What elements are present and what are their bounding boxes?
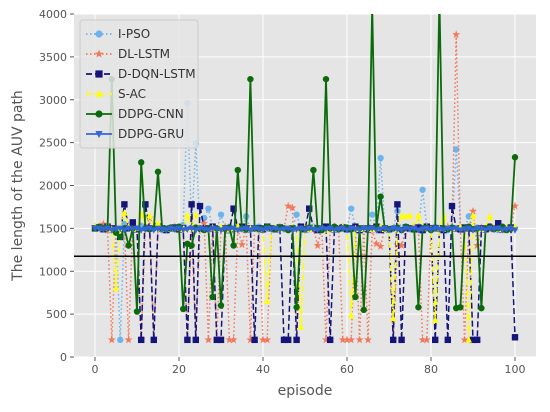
data-point-d-dqn-lstm — [251, 337, 257, 343]
y-tick-label: 4000 — [39, 8, 67, 21]
data-point-ddpg-cnn — [209, 294, 215, 300]
legend-label-ddpg-cnn: DDPG-CNN — [118, 107, 184, 121]
data-point-d-dqn-lstm — [138, 337, 144, 343]
data-point-ddpg-cnn — [512, 154, 518, 160]
data-point-ddpg-cnn — [235, 167, 241, 173]
data-point-ddpg-cnn — [361, 307, 367, 313]
data-point-i-pso — [117, 337, 123, 343]
data-point-d-dqn-lstm — [121, 201, 127, 207]
data-point-d-dqn-lstm — [474, 337, 480, 343]
x-tick-label: 60 — [340, 363, 354, 376]
data-point-d-dqn-lstm — [432, 337, 438, 343]
data-point-d-dqn-lstm — [394, 201, 400, 207]
data-point-ddpg-cnn — [134, 308, 140, 314]
data-point-ddpg-cnn — [138, 159, 144, 165]
data-point-ddpg-cnn — [352, 294, 358, 300]
data-point-d-dqn-lstm — [390, 337, 396, 343]
data-point-d-dqn-lstm — [130, 219, 136, 225]
legend-label-ddpg-gru: DDPG-GRU — [118, 127, 184, 141]
data-point-ddpg-cnn — [457, 304, 463, 310]
data-point-ddpg-cnn — [369, 2, 375, 8]
data-point-ddpg-cnn — [478, 305, 484, 311]
data-point-ddpg-cnn — [247, 76, 253, 82]
x-tick-label: 80 — [424, 363, 438, 376]
data-point-d-dqn-lstm — [193, 337, 199, 343]
legend: I-PSO DL-LSTM D-DQN-LSTM S-AC DDPG-CNN DDPG-G… — [80, 20, 198, 148]
data-point-i-pso — [369, 211, 375, 217]
data-point-d-dqn-lstm — [398, 337, 404, 343]
data-point-d-dqn-lstm — [218, 337, 224, 343]
legend-label-d-dqn-lstm: D-DQN-LSTM — [118, 67, 196, 81]
data-point-d-dqn-lstm — [445, 337, 451, 343]
x-tick-label: 0 — [92, 363, 99, 376]
data-point-i-pso — [348, 205, 354, 211]
data-point-i-pso — [377, 155, 383, 161]
legend-marker-d-dqn-lstm — [95, 70, 102, 77]
data-point-ddpg-cnn — [218, 302, 224, 308]
data-point-ddpg-cnn — [415, 304, 421, 310]
y-tick-label: 2000 — [39, 180, 67, 193]
data-point-ddpg-cnn — [377, 193, 383, 199]
x-tick-label: 100 — [505, 363, 526, 376]
data-point-d-dqn-lstm — [188, 201, 194, 207]
data-point-ddpg-cnn — [180, 306, 186, 312]
legend-marker-ddpg-cnn — [95, 110, 102, 117]
data-point-d-dqn-lstm — [197, 203, 203, 209]
data-point-ddpg-cnn — [230, 242, 236, 248]
data-point-d-dqn-lstm — [285, 337, 291, 343]
y-tick-label: 1500 — [39, 222, 67, 235]
data-point-ddpg-cnn — [310, 167, 316, 173]
legend-label-s-ac: S-AC — [118, 87, 146, 101]
data-point-i-pso — [205, 205, 211, 211]
y-tick-label: 3000 — [39, 94, 67, 107]
data-point-d-dqn-lstm — [151, 337, 157, 343]
data-point-ddpg-cnn — [293, 304, 299, 310]
data-point-d-dqn-lstm — [184, 337, 190, 343]
y-tick-label: 0 — [60, 351, 67, 364]
data-point-d-dqn-lstm — [327, 337, 333, 343]
x-tick-label: 40 — [256, 363, 270, 376]
x-tick-label: 20 — [172, 363, 186, 376]
legend-marker-i-pso — [95, 30, 102, 37]
data-point-d-dqn-lstm — [449, 203, 455, 209]
data-point-ddpg-cnn — [117, 234, 123, 240]
y-tick-label: 2500 — [39, 137, 67, 150]
data-point-ddpg-cnn — [323, 76, 329, 82]
data-point-i-pso — [419, 187, 425, 193]
y-tick-label: 3500 — [39, 51, 67, 64]
data-point-i-pso — [218, 211, 224, 217]
data-point-ddpg-cnn — [155, 169, 161, 175]
x-axis-label: episode — [278, 383, 333, 399]
data-point-ddpg-cnn — [188, 242, 194, 248]
data-point-d-dqn-lstm — [293, 337, 299, 343]
data-point-ddpg-cnn — [125, 242, 131, 248]
y-tick-label: 1000 — [39, 265, 67, 278]
legend-label-dl-lstm: DL-LSTM — [118, 47, 170, 61]
y-axis-label: The length of the AUV path — [10, 90, 26, 282]
y-tick-label: 500 — [46, 308, 67, 321]
legend-label-i-pso: I-PSO — [118, 27, 150, 41]
data-point-d-dqn-lstm — [512, 334, 518, 340]
data-point-i-pso — [293, 211, 299, 217]
